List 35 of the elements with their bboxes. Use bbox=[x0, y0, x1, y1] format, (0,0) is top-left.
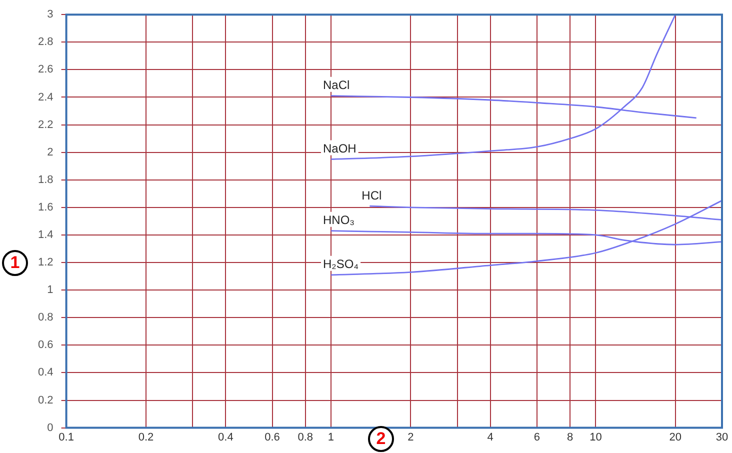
text: 1 bbox=[2, 250, 28, 276]
x-tick-label: 2 bbox=[408, 431, 414, 444]
y-tick-label: 2.6 bbox=[38, 64, 54, 76]
series-label: HCl bbox=[362, 188, 382, 202]
x-tick-label: 0.1 bbox=[58, 431, 74, 444]
x-tick-label: 8 bbox=[566, 431, 574, 444]
y-tick-label: 2.2 bbox=[38, 118, 54, 131]
y-tick-label: 2 bbox=[47, 146, 54, 158]
x-tick-label: 0.2 bbox=[138, 431, 154, 444]
y-tick-label: 1.4 bbox=[38, 229, 54, 242]
series-label: H₂SO₄ bbox=[322, 257, 359, 272]
y-tick-label: 2.4 bbox=[38, 91, 54, 104]
y-tick-label: 1.8 bbox=[38, 174, 54, 186]
x-tick-label: 20 bbox=[669, 431, 682, 444]
y-tick-label: 2.8 bbox=[38, 36, 54, 48]
x-tick-label: 0.4 bbox=[218, 431, 234, 444]
series-label: HNO₃ bbox=[322, 213, 355, 228]
y-tick-label: 1 bbox=[47, 284, 54, 296]
y-tick-label: 0 bbox=[47, 422, 54, 434]
series-label: NaCl bbox=[322, 78, 350, 92]
y-tick-label: 0.4 bbox=[38, 366, 54, 379]
x-tick-label: 4 bbox=[487, 431, 494, 444]
x-tick-label: 0.8 bbox=[298, 431, 313, 444]
y-tick-label: 0.6 bbox=[38, 339, 54, 352]
x-tick-label: 30 bbox=[716, 431, 728, 444]
y-tick-label: 0.8 bbox=[38, 312, 54, 324]
x-tick-label: 0.6 bbox=[264, 431, 280, 444]
x-tick-label: 6 bbox=[534, 431, 540, 444]
y-tick-label: 1.6 bbox=[38, 201, 54, 214]
x-tick-label: 10 bbox=[590, 431, 602, 444]
y-tick-label: 0.2 bbox=[38, 394, 54, 406]
y-tick-label: 1.2 bbox=[38, 256, 54, 269]
y-tick-label: 3 bbox=[47, 8, 54, 21]
series-label: NaOH bbox=[322, 142, 356, 156]
x-tick-label: 1 bbox=[328, 431, 334, 444]
